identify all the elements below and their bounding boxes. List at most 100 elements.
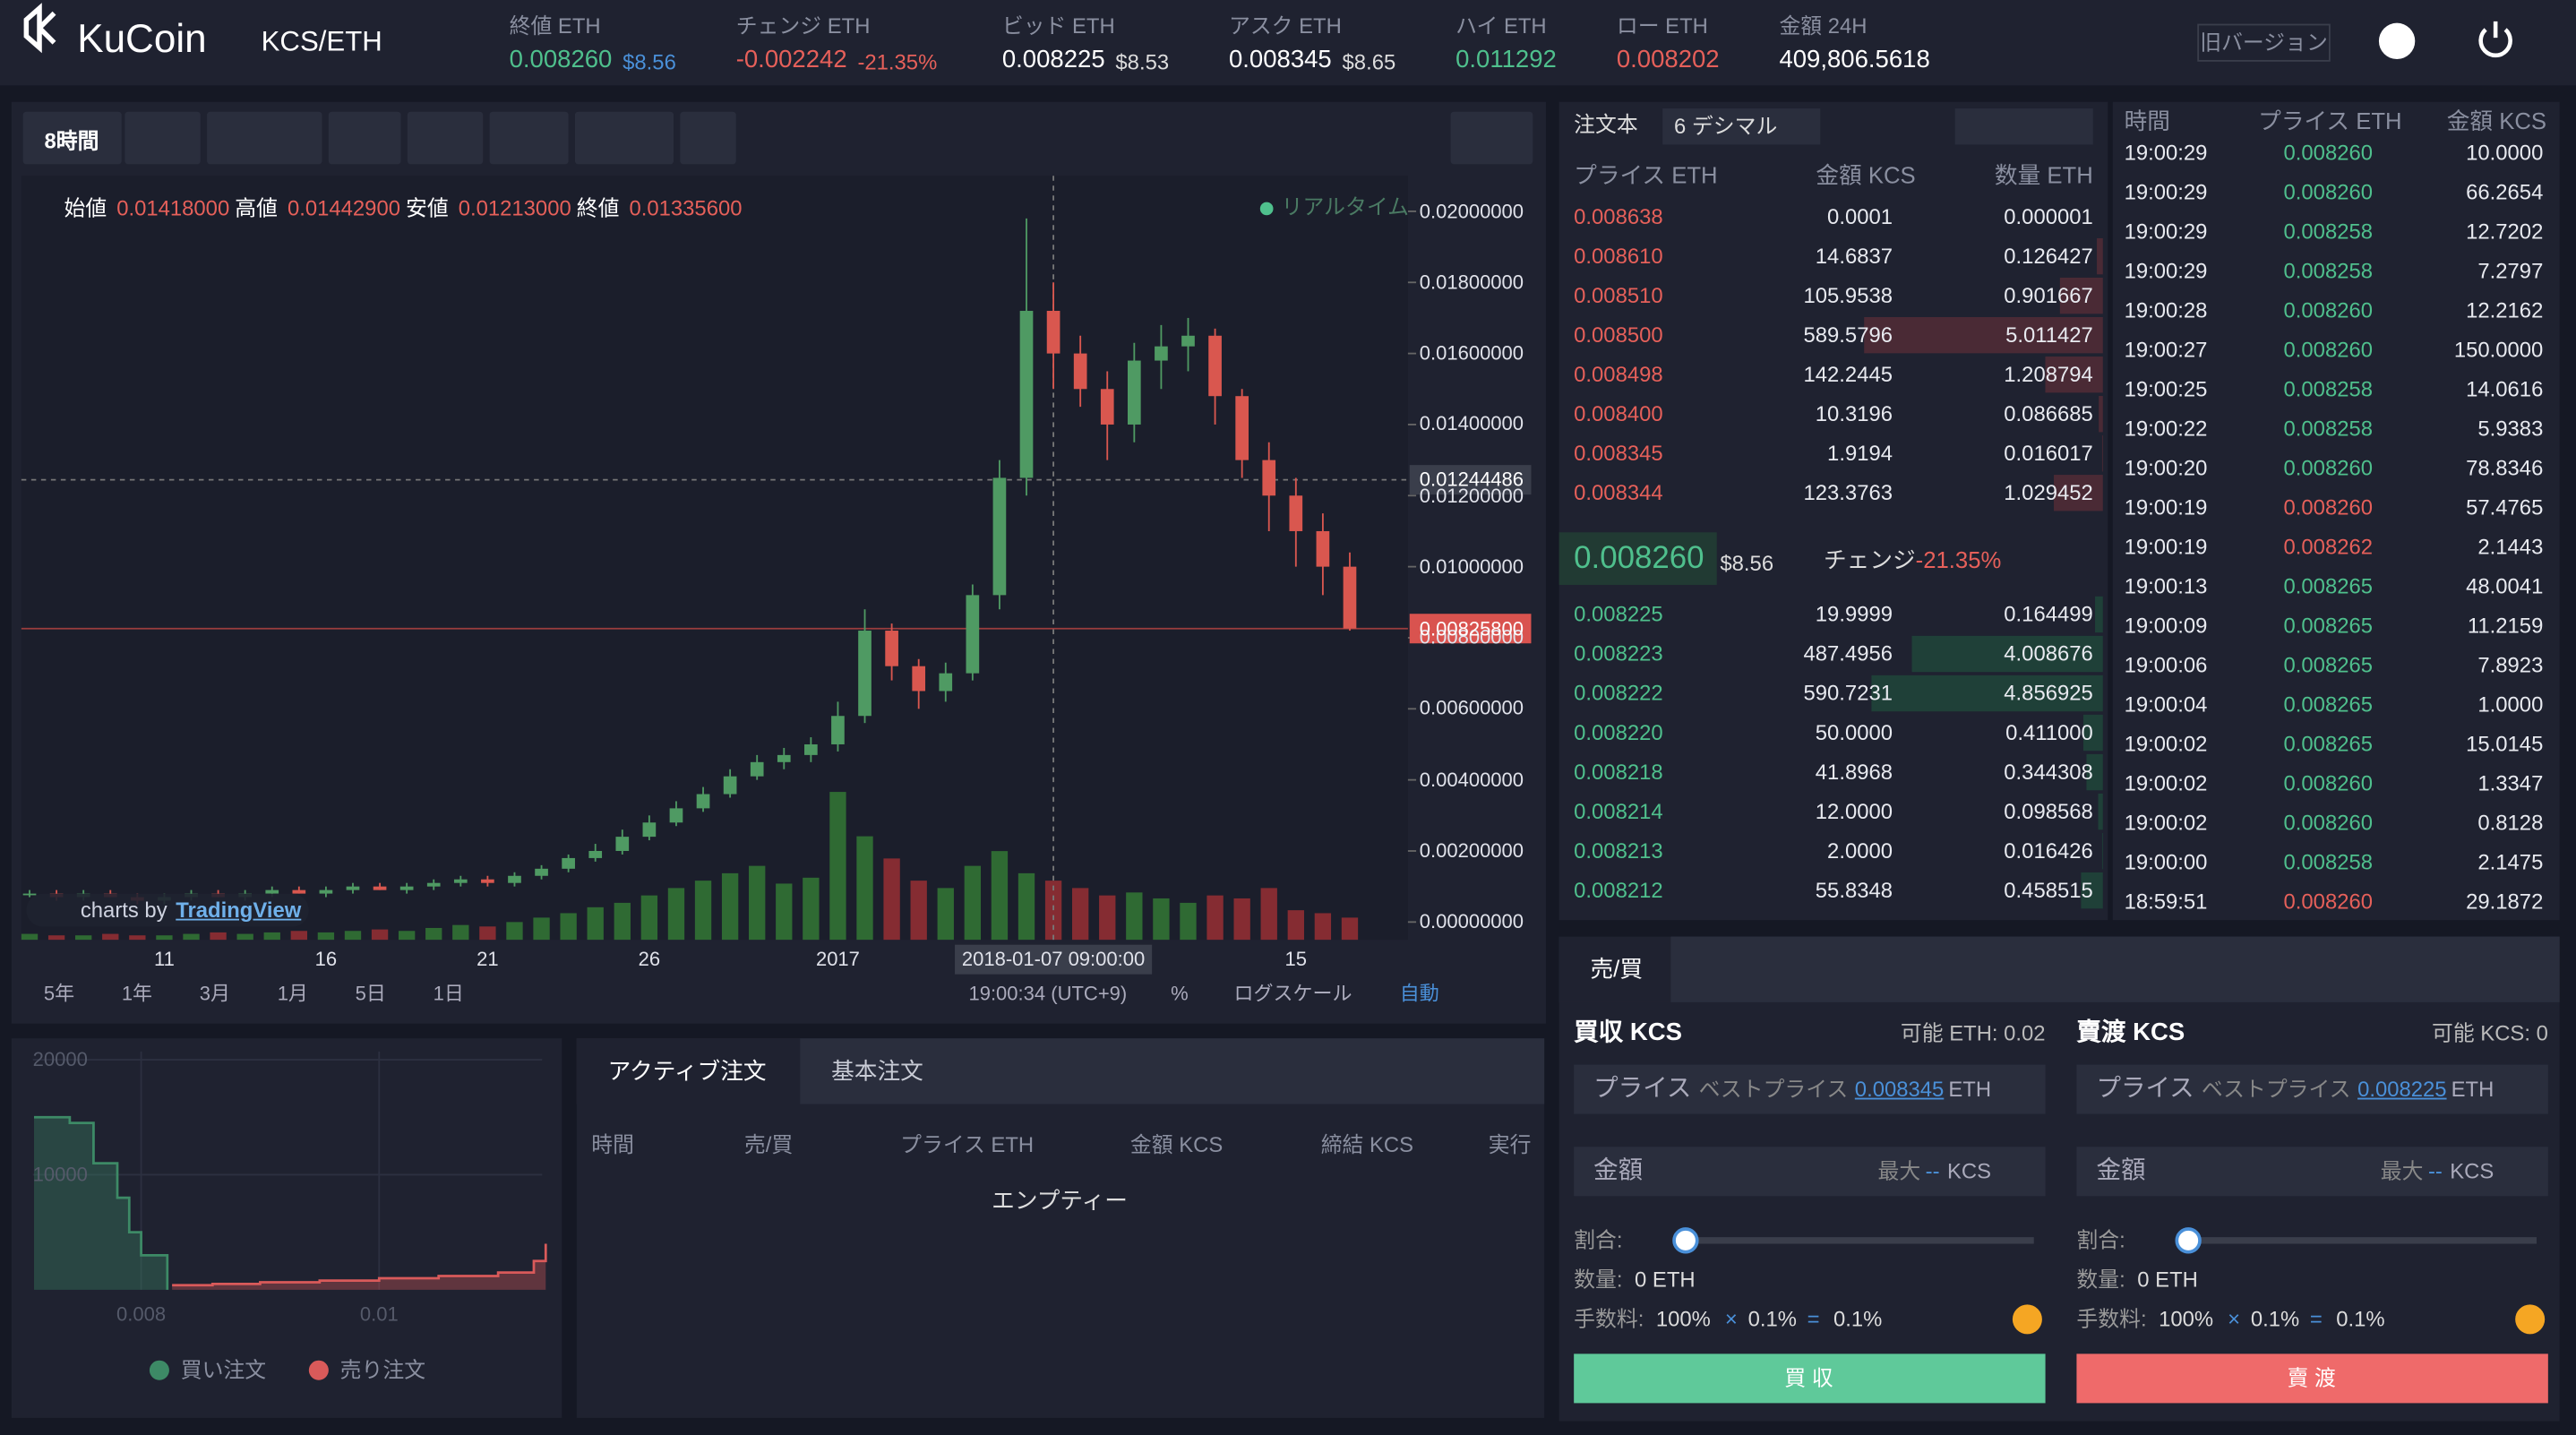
range-button[interactable]: 1月 [277, 982, 308, 1006]
pair-selector[interactable]: KCS/ETH [261, 25, 382, 57]
currency-icon[interactable] [2378, 22, 2416, 60]
toolbar-button[interactable] [574, 111, 674, 165]
trade-time: 19:00:19 [2124, 534, 2208, 560]
candle-body [1262, 460, 1276, 496]
trade-active-tab[interactable] [1558, 936, 1671, 1002]
trade-price: 0.008258 [2283, 219, 2374, 244]
toolbar-button[interactable] [680, 111, 736, 165]
range-button[interactable]: 1年 [121, 982, 153, 1006]
trade-amount: 1.0000 [2477, 692, 2544, 718]
old-version-link[interactable]: 旧バージョン [2200, 30, 2328, 55]
book-price: 0.008213 [1574, 838, 1663, 864]
ohlc-value: 0.01335600 [629, 195, 743, 221]
volume-bar [667, 888, 685, 941]
last-price-label: 0.00825800 [1419, 616, 1524, 640]
toolbar-button[interactable] [22, 111, 122, 165]
trade-price: 0.008258 [2283, 376, 2374, 401]
trade-amount: 5.9383 [2477, 416, 2544, 441]
depth-bar [2054, 475, 2103, 511]
old-version-box[interactable] [2197, 23, 2331, 62]
volume-bar [776, 883, 793, 941]
range-button[interactable]: 3月 [199, 982, 231, 1006]
trade-time: 19:00:29 [2124, 219, 2208, 244]
submit-button[interactable] [1574, 1353, 2046, 1404]
log-toggle[interactable]: ログスケール [1233, 982, 1352, 1006]
mid-usd: $8.56 [1720, 550, 1774, 576]
max-link[interactable]: -- [2427, 1158, 2443, 1183]
amount-input[interactable] [2076, 1147, 2548, 1197]
trade-tab[interactable]: 売/買 [1590, 955, 1643, 983]
orders-column: 売/買 [743, 1132, 794, 1157]
brand-link[interactable]: TradingView [176, 897, 302, 923]
trade-price: 0.008258 [2283, 258, 2374, 283]
depth-area [172, 1243, 546, 1290]
price-placeholder: プライス [1593, 1074, 1692, 1103]
best-price-link[interactable]: 0.008345 [1854, 1076, 1945, 1102]
stat-label: 金額 24H [1779, 13, 1868, 39]
trade-time: 19:00:29 [2124, 179, 2208, 204]
interval-button[interactable]: 8時間 [44, 128, 99, 153]
depth-bar [1864, 317, 2103, 354]
ohlc-value: 0.01418000 [116, 195, 230, 221]
depth-bar [2086, 753, 2103, 791]
trade-time: 19:00:06 [2124, 652, 2208, 678]
toolbar-button[interactable] [328, 111, 401, 165]
realtime-dot [1259, 202, 1274, 216]
trade-price: 0.008260 [2283, 179, 2374, 204]
volume-bar [1287, 910, 1304, 941]
volume-bar [183, 933, 200, 941]
range-button[interactable]: 1日 [433, 982, 464, 1006]
price-input[interactable] [2076, 1064, 2548, 1114]
candle-body [292, 889, 306, 894]
percent-toggle[interactable]: % [1171, 982, 1189, 1006]
toolbar-button[interactable] [1450, 111, 1533, 165]
trade-amount: 2.1475 [2477, 849, 2544, 875]
orders-tab[interactable]: アクティブ注文 [607, 1057, 767, 1084]
volume-bar [398, 931, 416, 941]
submit-label[interactable]: 賣 渡 [2287, 1365, 2336, 1391]
submit-button[interactable] [2076, 1353, 2548, 1404]
toolbar-button[interactable] [207, 111, 322, 165]
amount-input[interactable] [1574, 1147, 2046, 1197]
stat-value: 0.011292 [1455, 46, 1557, 74]
submit-label[interactable]: 買 収 [1784, 1365, 1833, 1391]
toolbar-button[interactable] [489, 111, 569, 165]
x-tick-label: 21 [477, 947, 499, 971]
logout-icon[interactable] [2478, 21, 2512, 58]
orders-tab[interactable]: 基本注文 [831, 1057, 923, 1084]
clock: 19:00:34 (UTC+9) [968, 982, 1128, 1006]
mid-price: 0.008260 [1574, 541, 1704, 577]
book-quantity: 0.016426 [2004, 838, 2093, 864]
orderbook-title: 注文本 [1574, 112, 1638, 137]
ratio-knob[interactable] [1672, 1227, 1699, 1254]
max-link[interactable]: -- [1925, 1158, 1940, 1183]
plot-area [21, 176, 1408, 941]
credit-pill [26, 893, 309, 927]
trade-time: 19:00:28 [2124, 297, 2208, 322]
toolbar-button[interactable] [125, 111, 201, 165]
trade-time: 19:00:13 [2124, 573, 2208, 599]
volume-bar [1206, 895, 1224, 941]
range-button[interactable]: 5年 [43, 982, 75, 1006]
orderbook-mode-buttons[interactable] [1954, 108, 2093, 145]
y-tick-label: 0.01000000 [1419, 554, 1524, 579]
book-price: 0.008214 [1574, 798, 1663, 824]
y-tick-label: 0.00600000 [1419, 697, 1524, 720]
ratio-knob[interactable] [2175, 1227, 2202, 1254]
amount-unit: KCS [2450, 1158, 2494, 1183]
orders-column: プライス ETH [900, 1132, 1035, 1157]
y-tick-label: 20000 [32, 1047, 88, 1071]
decimals-select[interactable]: 6 デシマル [1674, 113, 1778, 139]
price-input[interactable] [1574, 1064, 2046, 1114]
candle-body [562, 857, 575, 869]
candle-body [777, 754, 791, 762]
orders-column: 実行 [1488, 1132, 1532, 1157]
auto-toggle[interactable]: 自動 [1399, 982, 1439, 1006]
decimals-select[interactable] [1662, 108, 1821, 145]
orders-active-tab[interactable] [576, 1038, 801, 1104]
orderbook-column: プライス ETH [1574, 161, 1718, 189]
best-price-link[interactable]: 0.008225 [2357, 1076, 2447, 1102]
book-amount: 589.5796 [1803, 322, 1893, 348]
toolbar-button[interactable] [407, 111, 484, 165]
range-button[interactable]: 5日 [355, 982, 386, 1006]
